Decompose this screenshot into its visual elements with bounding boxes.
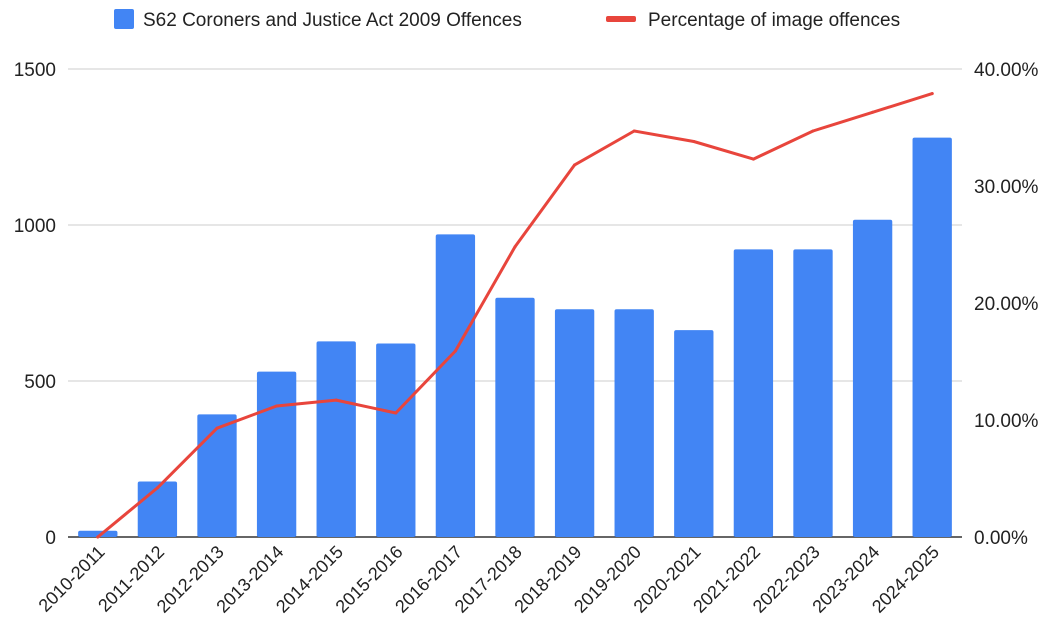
bar	[495, 297, 535, 537]
bar	[674, 330, 714, 537]
y-right-tick-label: 40.00%	[974, 60, 1039, 81]
line-point	[275, 404, 279, 408]
y-right-tick-label: 30.00%	[974, 177, 1039, 198]
y-left-tick-label: 0	[45, 528, 56, 549]
line-point	[692, 140, 696, 144]
legend: S62 Coroners and Justice Act 2009 Offenc…	[114, 9, 900, 31]
line-point	[96, 535, 100, 539]
y-left-tick-label: 500	[24, 372, 56, 393]
bar	[614, 309, 654, 537]
bar	[554, 309, 595, 537]
bar	[256, 371, 297, 537]
line-point	[334, 398, 338, 402]
y-right-tick-label: 10.00%	[974, 411, 1039, 432]
line-point	[811, 129, 815, 133]
bar	[316, 341, 356, 537]
bar	[733, 249, 774, 537]
legend-swatch-line	[606, 16, 636, 22]
bar	[793, 249, 833, 537]
line-point	[453, 349, 457, 353]
y-right-tick-label: 0.00%	[974, 528, 1028, 549]
line-point	[394, 411, 398, 415]
bar	[435, 234, 476, 538]
y-left-tick-label: 1000	[14, 216, 56, 237]
y-left-tick-label: 1500	[14, 60, 56, 81]
line-point	[751, 157, 755, 161]
line-point	[215, 426, 219, 430]
line-series	[96, 92, 934, 539]
bar	[912, 137, 952, 537]
line-point	[155, 486, 159, 490]
bar	[376, 343, 416, 537]
line-point	[513, 245, 517, 249]
line-point	[573, 163, 577, 167]
y-right-tick-label: 20.00%	[974, 294, 1039, 315]
line-point	[930, 92, 934, 96]
bar	[197, 414, 237, 537]
bar	[852, 219, 893, 538]
legend-swatch-bar	[114, 9, 134, 29]
line-point	[632, 129, 636, 133]
line-point	[871, 110, 875, 114]
legend-label-bar: S62 Coroners and Justice Act 2009 Offenc…	[143, 10, 522, 31]
legend-label-line: Percentage of image offences	[648, 10, 900, 31]
bar	[78, 530, 118, 537]
bar-series	[78, 137, 952, 538]
